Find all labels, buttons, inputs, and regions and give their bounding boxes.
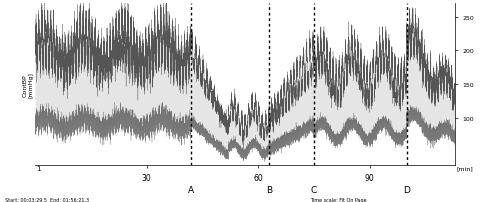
Text: [min]: [min] [457, 166, 473, 171]
Text: Start: 00:03:29.5: Start: 00:03:29.5 [5, 197, 47, 202]
Text: B: B [266, 185, 272, 194]
Text: 1: 1 [36, 166, 41, 172]
Text: D: D [403, 185, 410, 194]
Text: End: 01:56:21.3: End: 01:56:21.3 [5, 197, 89, 202]
Text: Time scale: Fit On Page: Time scale: Fit On Page [310, 197, 366, 202]
Text: A: A [188, 185, 194, 194]
Text: C: C [310, 185, 317, 194]
Y-axis label: ContBP
[mmHg]: ContBP [mmHg] [23, 72, 34, 98]
